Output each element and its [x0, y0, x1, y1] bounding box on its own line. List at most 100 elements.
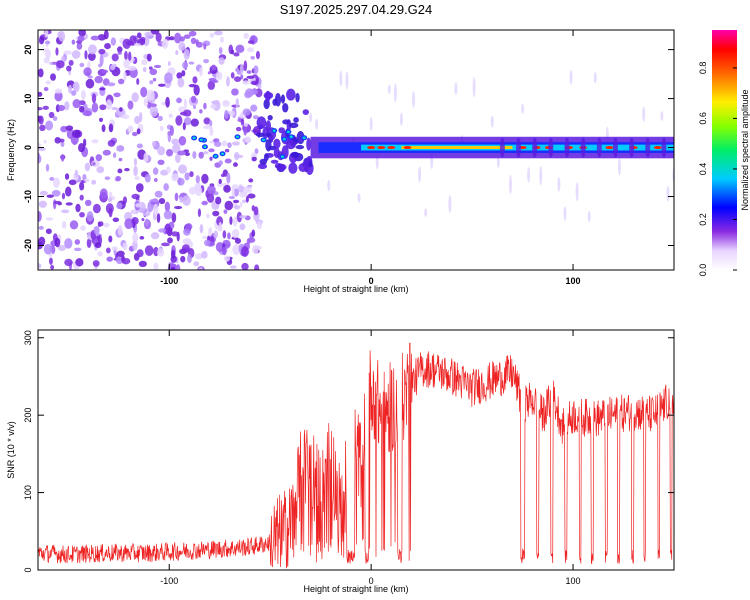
noise-blob [103, 30, 109, 40]
noise-blob [157, 146, 166, 156]
noise-blob [112, 152, 117, 159]
noise-blob [45, 228, 52, 235]
noise-blob [38, 263, 42, 269]
noise-blob [206, 213, 210, 219]
noise-blob [239, 63, 244, 74]
noise-blob [91, 139, 99, 144]
noise-blob [72, 82, 78, 90]
noise-blob [68, 84, 73, 94]
noise-blob [242, 80, 250, 85]
noise-blob [185, 223, 193, 231]
noise-blob [72, 99, 81, 109]
noise-blob [199, 67, 203, 77]
faint-streak [496, 157, 500, 168]
noise-blob [167, 131, 172, 143]
noise-blob [50, 264, 55, 270]
noise-blob [92, 260, 100, 267]
noise-blob [38, 143, 42, 147]
noise-blob [251, 156, 257, 162]
noise-blob [179, 196, 184, 203]
noise-blob [105, 99, 113, 110]
noise-blob [136, 32, 142, 39]
noise-blob [58, 30, 66, 42]
noise-blob [239, 202, 243, 208]
noise-blob [77, 35, 85, 42]
transition-blob [264, 90, 271, 102]
noise-blob [64, 101, 70, 111]
noise-blob [177, 77, 185, 88]
noise-blob [39, 190, 48, 196]
noise-blob [63, 50, 72, 55]
transition-blob [285, 139, 296, 150]
colorbar-tick-label: 0.4 [698, 163, 708, 176]
noise-blob [38, 211, 42, 222]
snr-series-line [38, 342, 674, 569]
transition-core-hot [221, 152, 225, 155]
noise-blob [206, 185, 216, 195]
transition-blob [267, 114, 273, 121]
tone-band-hot [401, 146, 513, 150]
noise-blob [99, 54, 104, 66]
noise-blob [100, 69, 109, 74]
tone-spike [629, 137, 635, 158]
noise-blob [84, 50, 88, 60]
noise-blob [119, 107, 123, 112]
noise-blob [201, 173, 209, 184]
noise-blob [107, 139, 116, 147]
noise-blob [97, 251, 103, 257]
noise-blob [217, 182, 224, 188]
noise-blob [134, 43, 141, 47]
tone-spike [564, 137, 570, 158]
noise-blob [72, 129, 81, 139]
faint-streak [315, 118, 319, 130]
noise-blob [43, 57, 50, 64]
noise-blob [54, 136, 61, 144]
noise-blob [203, 125, 212, 129]
noise-blob [227, 232, 231, 240]
tone-spike [612, 137, 618, 158]
transition-blob [273, 138, 281, 149]
noise-blob [226, 172, 231, 184]
noise-blob [149, 68, 158, 76]
noise-blob [144, 173, 151, 183]
tone-hot-spot [403, 146, 412, 150]
noise-blob [243, 32, 249, 39]
noise-blob [211, 64, 216, 71]
tone-hot-spot [377, 146, 386, 150]
transition-core-hot [272, 129, 276, 132]
noise-blob [149, 103, 157, 108]
noise-blob [154, 190, 163, 198]
noise-blob [116, 250, 125, 257]
noise-blob [178, 164, 188, 174]
transition-core-hot [192, 136, 196, 140]
noise-blob [164, 223, 171, 235]
noise-blob [233, 162, 238, 167]
noise-blob [106, 82, 116, 87]
noise-blob [202, 235, 207, 240]
noise-blob [256, 221, 262, 230]
transition-blob [265, 139, 272, 152]
noise-blob [79, 194, 84, 201]
noise-blob [209, 32, 215, 38]
noise-blob [127, 100, 134, 110]
noise-blob [197, 208, 202, 217]
noise-blob [144, 245, 154, 256]
noise-blob [84, 162, 91, 172]
noise-blob [154, 177, 158, 182]
noise-blob [38, 91, 43, 97]
noise-blob [61, 209, 70, 214]
noise-blob [175, 264, 181, 270]
transition-blob [296, 131, 305, 145]
noise-blob [188, 30, 197, 37]
noise-blob [150, 232, 160, 240]
noise-blob [121, 257, 131, 265]
noise-blob [64, 238, 73, 249]
noise-blob [222, 230, 227, 239]
noise-blob [131, 131, 138, 137]
noise-blob [243, 122, 249, 127]
noise-blob [224, 158, 232, 164]
y-tick-label: -10 [23, 190, 33, 203]
noise-blob [74, 239, 81, 245]
noise-blob [136, 128, 141, 135]
